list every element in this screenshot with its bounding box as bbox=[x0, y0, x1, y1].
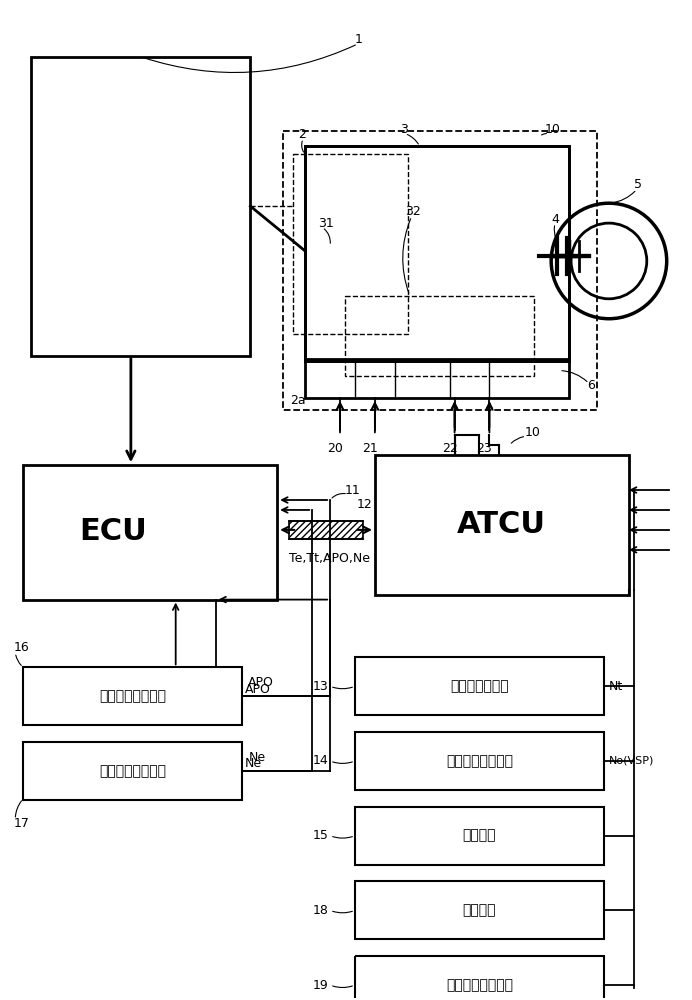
Text: Te,Tt,APO,Ne: Te,Tt,APO,Ne bbox=[289, 552, 370, 565]
Bar bbox=[293, 154, 408, 334]
Text: 17: 17 bbox=[13, 817, 29, 830]
Text: 12: 12 bbox=[357, 498, 373, 511]
Text: 18: 18 bbox=[312, 904, 328, 917]
Text: 2a: 2a bbox=[290, 394, 306, 407]
Text: APO: APO bbox=[244, 683, 271, 696]
Text: 5: 5 bbox=[634, 178, 642, 191]
Text: 22: 22 bbox=[441, 442, 457, 455]
Text: 16: 16 bbox=[13, 641, 29, 654]
Bar bbox=[375, 455, 629, 595]
Bar bbox=[355, 657, 604, 715]
Text: Nt: Nt bbox=[609, 680, 623, 693]
Text: 涡轮旋转传感器: 涡轮旋转传感器 bbox=[450, 679, 509, 693]
Text: 点火开关: 点火开关 bbox=[463, 829, 496, 843]
Text: 4: 4 bbox=[551, 213, 559, 226]
Text: 10: 10 bbox=[544, 123, 560, 136]
Text: 13: 13 bbox=[312, 680, 328, 693]
Text: 31: 31 bbox=[318, 217, 334, 230]
Text: 21: 21 bbox=[362, 442, 378, 455]
Text: 断路开关: 断路开关 bbox=[463, 903, 496, 917]
Bar bbox=[283, 131, 597, 410]
Text: 11: 11 bbox=[345, 484, 361, 497]
Bar bbox=[289, 521, 363, 539]
Text: 输出轴旋转传感器: 输出轴旋转传感器 bbox=[446, 754, 513, 768]
Bar bbox=[355, 881, 604, 939]
Bar bbox=[24, 465, 277, 600]
Text: ECU: ECU bbox=[79, 517, 147, 546]
Text: Ne: Ne bbox=[244, 757, 262, 770]
Bar bbox=[305, 146, 569, 361]
Text: 32: 32 bbox=[405, 205, 421, 218]
Bar bbox=[305, 359, 569, 398]
Text: 23: 23 bbox=[477, 442, 492, 455]
Text: 19: 19 bbox=[312, 979, 328, 992]
Bar bbox=[345, 296, 534, 376]
Text: 3: 3 bbox=[400, 123, 408, 136]
Text: 加速器开度传感器: 加速器开度传感器 bbox=[100, 689, 166, 703]
Text: 1: 1 bbox=[355, 33, 363, 46]
Text: 发动机旋转传感器: 发动机旋转传感器 bbox=[100, 764, 166, 778]
Text: No(VSP): No(VSP) bbox=[609, 756, 655, 766]
Text: 14: 14 bbox=[312, 754, 328, 767]
Bar bbox=[24, 742, 242, 800]
Text: 15: 15 bbox=[312, 829, 328, 842]
Text: 2: 2 bbox=[298, 128, 306, 141]
Bar bbox=[305, 146, 569, 361]
Text: 6: 6 bbox=[587, 379, 595, 392]
Text: APO: APO bbox=[248, 676, 274, 689]
Text: ATCU: ATCU bbox=[457, 510, 546, 539]
Bar bbox=[355, 956, 604, 1000]
Bar bbox=[355, 807, 604, 865]
Bar bbox=[355, 732, 604, 790]
Bar bbox=[31, 57, 251, 356]
Text: Ne: Ne bbox=[248, 751, 266, 764]
Text: 中间轴旋转传感器: 中间轴旋转传感器 bbox=[446, 978, 513, 992]
Text: 20: 20 bbox=[327, 442, 343, 455]
Text: 10: 10 bbox=[525, 426, 540, 439]
Bar bbox=[24, 667, 242, 725]
